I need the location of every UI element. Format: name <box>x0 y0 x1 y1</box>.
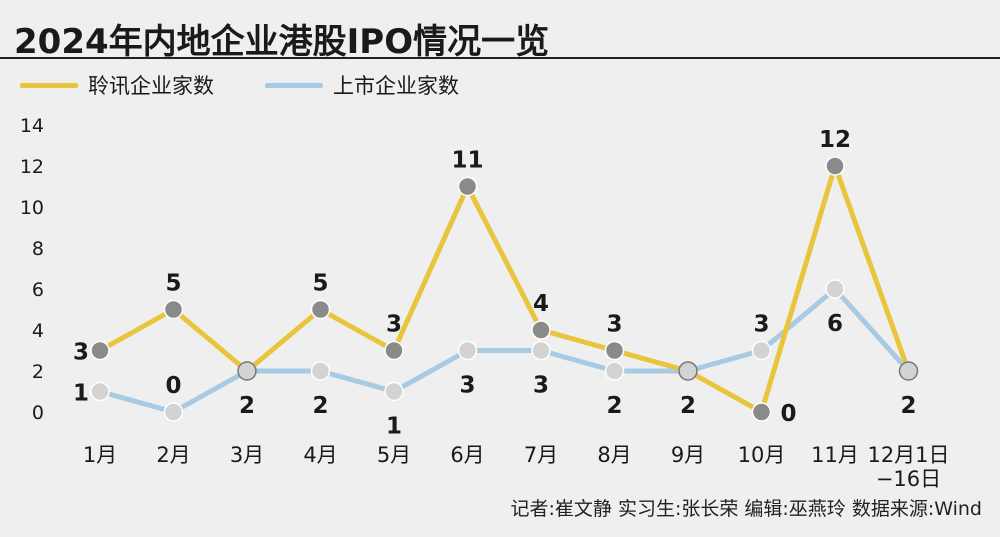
data-label-applications: 5 <box>165 271 181 297</box>
data-label-applications: 3 <box>606 312 622 338</box>
series-line-applications <box>97 163 911 415</box>
x-tick-label: 6月 <box>450 443 484 467</box>
legend-swatch-listings <box>265 82 323 88</box>
x-tick-label: 3月 <box>230 443 264 467</box>
series-line-listings <box>97 286 911 415</box>
y-tick-label: 6 <box>32 279 44 301</box>
data-label-listings: 2 <box>900 393 916 419</box>
data-label-applications: 12 <box>819 127 851 153</box>
y-tick-label: 14 <box>20 115 44 137</box>
data-point-applications <box>457 176 478 197</box>
data-point-applications <box>604 340 625 361</box>
credit-line: 记者:崔文静 实习生:张长荣 编辑:巫燕玲 数据来源:Wind <box>510 498 982 520</box>
data-point-applications <box>237 361 257 381</box>
data-point-listings <box>163 402 184 422</box>
data-point-listings <box>310 361 331 381</box>
data-label-listings: 6 <box>827 311 843 337</box>
x-tick-label: 8月 <box>597 443 631 467</box>
x-tick-label: 5月 <box>377 443 411 467</box>
data-label-listings: 0 <box>165 373 181 399</box>
data-label-listings: 2 <box>606 393 622 419</box>
data-label-listings: 3 <box>753 312 769 338</box>
y-tick-label: 4 <box>32 320 44 342</box>
x-tick-label: 9月 <box>671 443 705 467</box>
legend-item-applications: 聆讯企业家数 <box>20 70 214 100</box>
legend-label-applications: 聆讯企业家数 <box>88 74 214 98</box>
data-label-applications: 11 <box>451 148 483 174</box>
data-point-listings <box>531 340 551 361</box>
title-divider <box>0 57 1000 59</box>
y-tick-label: 12 <box>20 156 44 178</box>
y-tick-label: 8 <box>32 238 44 260</box>
data-point-applications <box>310 299 331 320</box>
data-point-listings <box>384 381 404 402</box>
y-tick-label: 0 <box>32 402 44 424</box>
data-point-listings <box>604 361 625 381</box>
x-tick-label: −16日 <box>876 467 941 491</box>
data-label-listings: 2 <box>680 393 696 419</box>
x-tick-label: 2月 <box>156 443 190 467</box>
legend-label-listings: 上市企业家数 <box>333 74 459 98</box>
data-point-applications <box>163 299 184 320</box>
data-label-listings: 1 <box>386 414 402 440</box>
data-label-applications: 5 <box>312 271 328 297</box>
data-point-applications <box>678 361 698 381</box>
x-tick-label: 12月1日 <box>867 443 949 467</box>
x-tick-label: 4月 <box>303 443 337 467</box>
data-point-listings <box>457 340 478 361</box>
data-point-applications <box>825 156 845 176</box>
data-label-listings: 2 <box>239 393 255 419</box>
data-point-applications <box>898 361 919 381</box>
y-tick-label: 2 <box>32 361 44 383</box>
chart-title: 2024年内地企业港股IPO情况一览 <box>14 22 550 62</box>
y-tick-label: 10 <box>20 197 44 219</box>
data-label-applications: 3 <box>386 312 402 338</box>
legend-swatch-applications <box>20 82 78 88</box>
data-point-applications <box>90 340 110 361</box>
data-point-applications <box>384 340 404 361</box>
data-point-listings <box>825 279 845 299</box>
data-point-listings <box>751 340 772 361</box>
x-tick-label: 11月 <box>811 443 859 467</box>
data-point-applications <box>751 402 772 422</box>
data-label-listings: 3 <box>533 373 549 399</box>
data-label-applications: 3 <box>73 340 89 366</box>
data-label-applications: 0 <box>780 401 796 427</box>
data-label-listings: 3 <box>459 373 475 399</box>
data-point-listings <box>90 381 110 402</box>
data-label-listings: 1 <box>73 381 89 407</box>
x-tick-label: 1月 <box>83 443 117 467</box>
legend-item-listings: 上市企业家数 <box>265 70 459 100</box>
data-point-applications <box>531 320 551 340</box>
data-label-applications: 4 <box>533 291 549 317</box>
data-label-listings: 2 <box>312 393 328 419</box>
x-tick-label: 10月 <box>738 443 786 467</box>
x-tick-label: 7月 <box>524 443 558 467</box>
